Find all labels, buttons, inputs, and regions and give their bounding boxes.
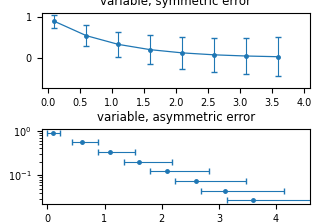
Title: variable, asymmetric error: variable, asymmetric error	[97, 111, 255, 124]
Title: variable, symmetric error: variable, symmetric error	[100, 0, 252, 8]
